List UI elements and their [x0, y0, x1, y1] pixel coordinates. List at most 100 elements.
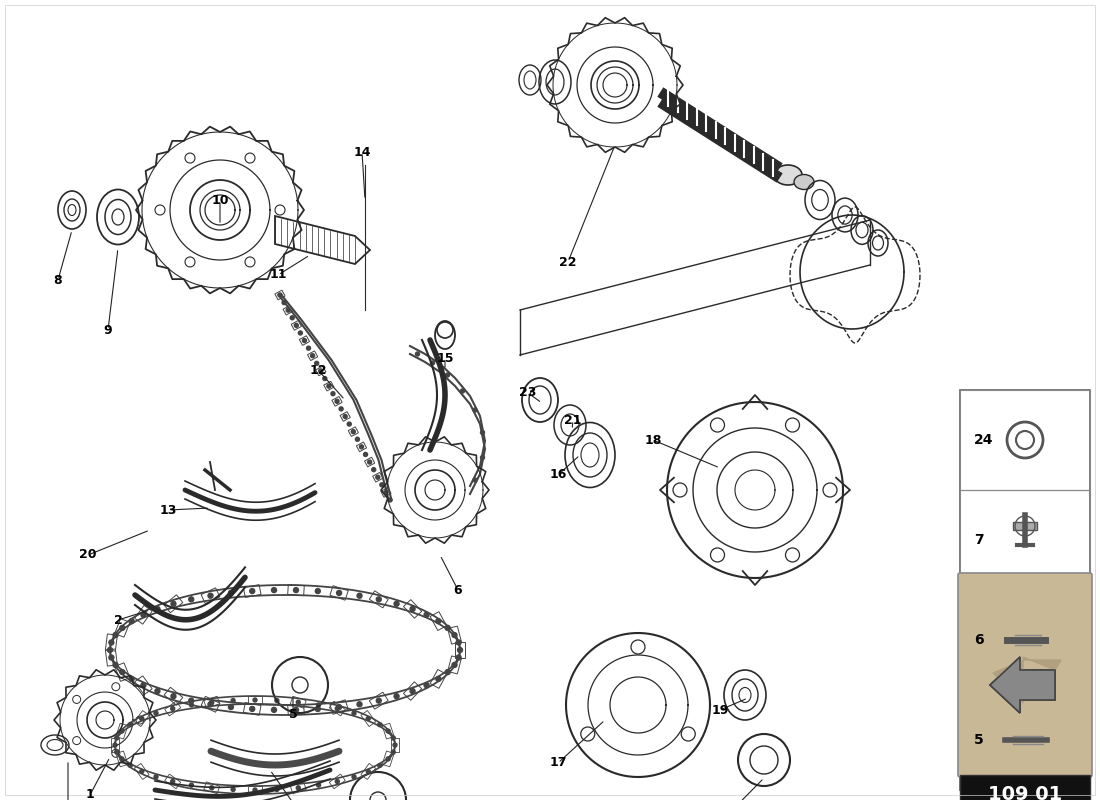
Circle shape	[317, 783, 320, 787]
Circle shape	[461, 389, 464, 393]
Circle shape	[343, 414, 348, 418]
Circle shape	[473, 478, 477, 482]
Circle shape	[416, 352, 419, 356]
Circle shape	[208, 702, 213, 706]
Text: 2: 2	[113, 614, 122, 626]
Circle shape	[386, 757, 390, 761]
Circle shape	[327, 384, 331, 388]
Bar	[960, 390, 1090, 790]
Ellipse shape	[774, 165, 802, 185]
Circle shape	[352, 711, 356, 715]
Circle shape	[437, 322, 453, 338]
Circle shape	[319, 369, 322, 373]
Circle shape	[229, 590, 233, 595]
Circle shape	[337, 705, 342, 710]
Circle shape	[108, 647, 112, 653]
Circle shape	[436, 618, 441, 623]
Bar	[960, 690, 1090, 790]
Circle shape	[231, 787, 235, 791]
Circle shape	[425, 682, 429, 688]
Circle shape	[394, 694, 399, 698]
Circle shape	[189, 597, 194, 602]
Circle shape	[384, 490, 388, 494]
Circle shape	[109, 655, 114, 660]
Circle shape	[410, 606, 415, 611]
Circle shape	[376, 597, 382, 602]
Circle shape	[129, 677, 134, 682]
Text: 19: 19	[712, 703, 728, 717]
Circle shape	[996, 730, 1015, 750]
Circle shape	[109, 640, 114, 645]
Circle shape	[392, 750, 395, 754]
Circle shape	[295, 323, 298, 327]
Circle shape	[275, 787, 279, 791]
Circle shape	[154, 711, 158, 715]
Text: 22: 22	[559, 255, 576, 269]
Circle shape	[456, 655, 461, 660]
Circle shape	[253, 788, 257, 792]
Circle shape	[393, 743, 397, 747]
Ellipse shape	[794, 174, 814, 190]
Circle shape	[296, 786, 300, 790]
Text: 18: 18	[645, 434, 662, 446]
Circle shape	[189, 783, 194, 787]
Circle shape	[189, 703, 194, 707]
Circle shape	[377, 763, 382, 767]
Text: 24: 24	[974, 433, 993, 447]
Circle shape	[282, 301, 286, 305]
Circle shape	[355, 438, 360, 442]
Circle shape	[372, 468, 376, 472]
Text: 13: 13	[160, 503, 177, 517]
Text: 21: 21	[564, 414, 582, 426]
Text: 12: 12	[309, 363, 327, 377]
Circle shape	[339, 407, 343, 411]
Circle shape	[316, 706, 320, 711]
Text: 11: 11	[270, 269, 287, 282]
Circle shape	[272, 707, 276, 712]
Text: 17: 17	[549, 757, 566, 770]
Circle shape	[392, 736, 395, 740]
Polygon shape	[990, 657, 1055, 713]
Circle shape	[358, 702, 362, 706]
Circle shape	[296, 700, 300, 704]
Circle shape	[452, 633, 456, 638]
Text: 20: 20	[79, 549, 97, 562]
Circle shape	[348, 422, 351, 426]
Circle shape	[446, 670, 450, 674]
Circle shape	[367, 460, 372, 464]
Circle shape	[229, 705, 233, 710]
Circle shape	[278, 293, 282, 297]
Text: 6: 6	[453, 583, 462, 597]
Circle shape	[310, 354, 315, 358]
Circle shape	[154, 775, 158, 779]
Circle shape	[331, 392, 335, 396]
Circle shape	[294, 707, 298, 712]
Bar	[960, 390, 1090, 490]
Circle shape	[351, 430, 355, 434]
Circle shape	[114, 750, 119, 754]
Bar	[1013, 522, 1037, 530]
Circle shape	[302, 338, 307, 342]
Circle shape	[250, 589, 255, 594]
Circle shape	[410, 689, 415, 694]
Circle shape	[170, 779, 175, 783]
Circle shape	[155, 689, 160, 694]
Circle shape	[430, 361, 434, 365]
Circle shape	[446, 373, 450, 377]
Circle shape	[120, 757, 124, 761]
Circle shape	[114, 736, 119, 740]
Circle shape	[120, 729, 124, 733]
Circle shape	[336, 706, 339, 710]
Text: 15: 15	[437, 351, 453, 365]
Circle shape	[360, 445, 363, 449]
Text: 5: 5	[288, 709, 297, 722]
Circle shape	[337, 590, 342, 595]
Text: 7: 7	[974, 533, 983, 547]
Text: 6: 6	[974, 633, 983, 647]
Text: 9: 9	[103, 323, 112, 337]
Circle shape	[458, 647, 462, 653]
Circle shape	[294, 588, 298, 593]
Circle shape	[210, 786, 213, 790]
Circle shape	[452, 662, 456, 667]
Circle shape	[425, 612, 429, 618]
